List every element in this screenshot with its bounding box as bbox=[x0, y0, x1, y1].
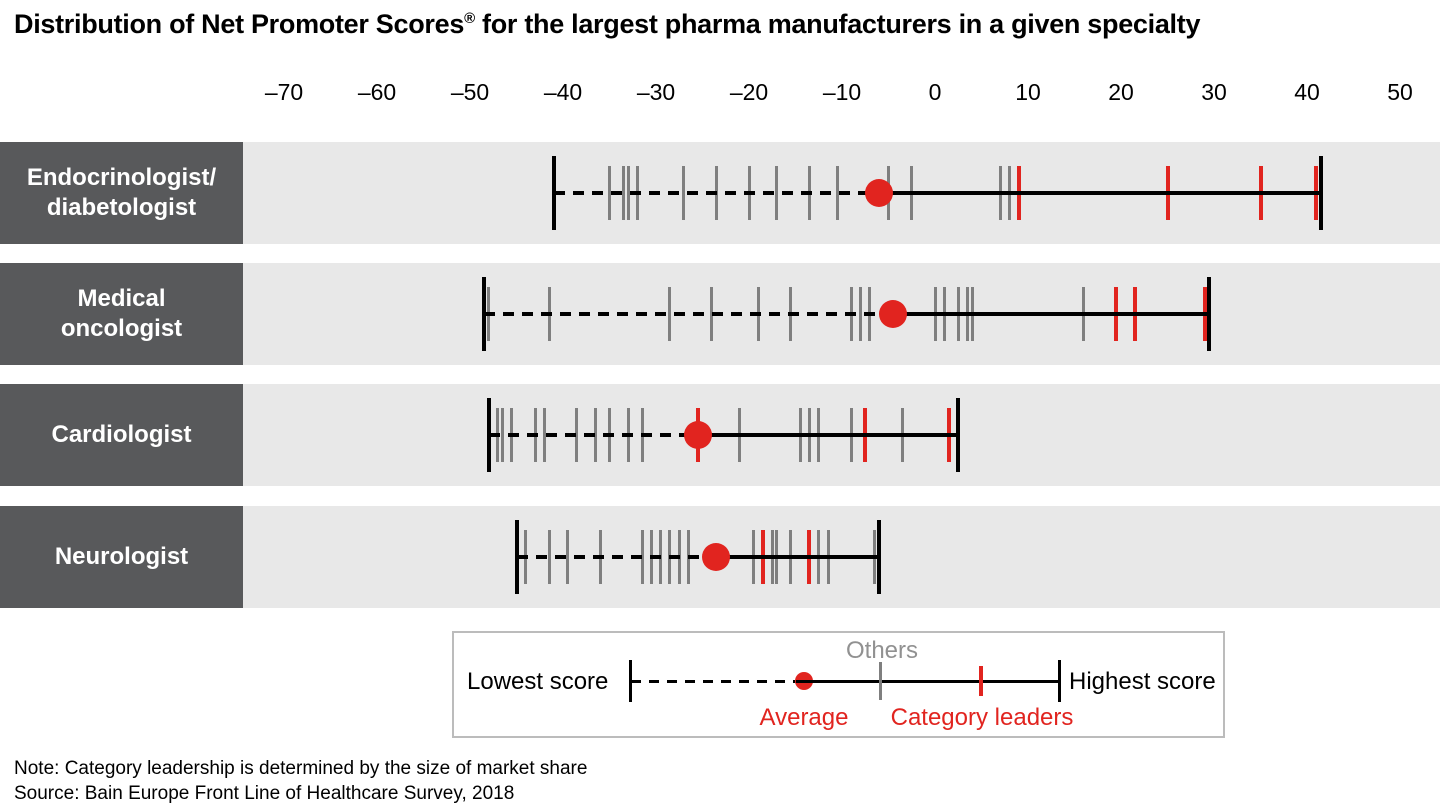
row-label-line: Neurologist bbox=[54, 543, 189, 570]
row-label: Cardiologist bbox=[0, 384, 243, 486]
row-label: Medical oncologist bbox=[0, 263, 243, 365]
row-label: Endocrinologist/diabetologist bbox=[0, 142, 243, 244]
highest-score-cap bbox=[1207, 277, 1212, 351]
legend-category-leaders-label: Category leaders bbox=[890, 704, 1074, 731]
legend: Lowest score Others Average Category lea… bbox=[452, 631, 1225, 738]
range-line-dashed bbox=[488, 433, 698, 437]
axis-tick-label: 40 bbox=[1294, 79, 1320, 105]
average-dot bbox=[865, 179, 894, 207]
average-dot bbox=[879, 300, 908, 328]
page-title: Distribution of Net Promoter Scores® for… bbox=[14, 9, 1274, 40]
highest-score-cap bbox=[1318, 156, 1323, 230]
axis-tick-label: –20 bbox=[729, 79, 769, 105]
lowest-score-cap bbox=[481, 277, 486, 351]
specialty-row: Cardiologist bbox=[0, 384, 1440, 486]
legend-average-label: Average bbox=[759, 704, 849, 731]
specialty-row: Neurologist bbox=[0, 506, 1440, 608]
range-line-dashed bbox=[483, 312, 894, 316]
range-line-dashed bbox=[516, 555, 717, 559]
row-label-line: oncologist bbox=[60, 315, 183, 342]
lowest-score-cap bbox=[486, 398, 491, 472]
lowest-score-cap bbox=[551, 156, 556, 230]
note-text: Note: Category leadership is determined … bbox=[14, 758, 588, 779]
axis-tick-label: 50 bbox=[1387, 79, 1413, 105]
legend-lowest-cap bbox=[629, 660, 632, 702]
average-dot bbox=[683, 421, 712, 449]
legend-leader-tick bbox=[979, 666, 983, 696]
source-text: Source: Bain Europe Front Line of Health… bbox=[14, 783, 515, 804]
axis-tick-label: –50 bbox=[450, 79, 490, 105]
axis-tick-label: –60 bbox=[357, 79, 397, 105]
average-dot bbox=[702, 543, 731, 571]
axis-tick-label: –10 bbox=[822, 79, 862, 105]
title-rest: for the largest pharma manufacturers in … bbox=[474, 9, 1201, 39]
axis-tick-label: –30 bbox=[636, 79, 676, 105]
range-line-solid bbox=[893, 312, 1210, 316]
highest-score-cap bbox=[956, 398, 961, 472]
row-label-line: diabetologist bbox=[46, 194, 197, 221]
axis-tick-label: –70 bbox=[264, 79, 304, 105]
legend-highest-cap bbox=[1058, 660, 1061, 702]
row-label: Neurologist bbox=[0, 506, 243, 608]
range-line-dashed bbox=[553, 191, 880, 195]
range-line-solid bbox=[879, 191, 1321, 195]
range-line-solid bbox=[697, 433, 959, 437]
legend-lowest-score-label: Lowest score bbox=[467, 668, 609, 695]
registered-mark: ® bbox=[464, 10, 475, 27]
axis-tick-label: 30 bbox=[1201, 79, 1227, 105]
legend-highest-score-label: Highest score bbox=[1069, 668, 1216, 695]
axis-tick-label: 10 bbox=[1015, 79, 1041, 105]
lowest-score-cap bbox=[514, 520, 519, 594]
axis-tick-label: 20 bbox=[1108, 79, 1134, 105]
title-main: Distribution of Net Promoter Scores bbox=[14, 9, 465, 39]
range-line-solid bbox=[716, 555, 880, 559]
axis-tick-label: –40 bbox=[543, 79, 583, 105]
row-label-line: Medical bbox=[77, 285, 166, 312]
row-label-line: Endocrinologist/ bbox=[26, 164, 217, 191]
highest-score-cap bbox=[877, 520, 882, 594]
specialty-row: Medical oncologist bbox=[0, 263, 1440, 365]
specialty-row: Endocrinologist/diabetologist bbox=[0, 142, 1440, 244]
legend-solid-line bbox=[796, 679, 1058, 683]
legend-others-label: Others bbox=[845, 637, 919, 664]
legend-dashed-line bbox=[631, 679, 796, 683]
axis-tick-label: 0 bbox=[928, 79, 942, 105]
legend-other-tick bbox=[879, 662, 882, 700]
row-label-line: Cardiologist bbox=[51, 421, 192, 448]
